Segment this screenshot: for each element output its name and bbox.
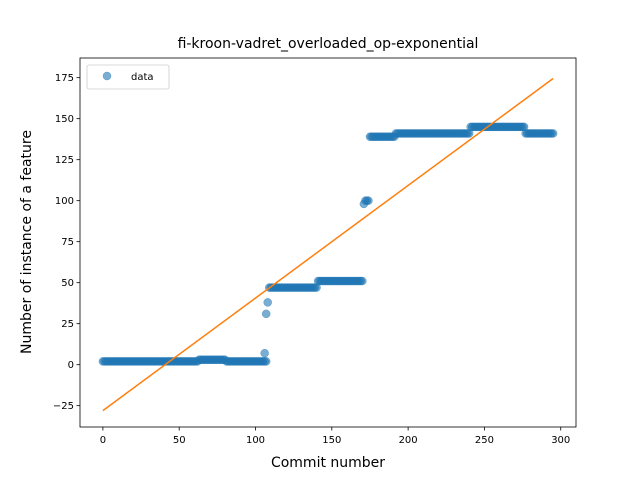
data-point <box>261 357 271 366</box>
x-tick-label: 300 <box>551 435 570 446</box>
legend-label-data: data <box>131 72 154 83</box>
legend-marker-data <box>102 71 112 81</box>
y-tick-label: 25 <box>61 319 74 330</box>
x-axis-label: Commit number <box>271 455 385 471</box>
x-tick-label: 250 <box>475 435 494 446</box>
data-point <box>261 309 271 319</box>
y-tick-label: 100 <box>55 196 74 207</box>
data-point <box>364 196 373 205</box>
x-tick-label: 100 <box>246 435 265 446</box>
y-tick-label: 175 <box>55 73 74 84</box>
x-tick-label: 50 <box>173 435 186 446</box>
data-point <box>263 298 272 307</box>
y-tick-label: 75 <box>61 237 74 248</box>
y-tick-label: −25 <box>53 401 74 412</box>
data-markers-group <box>98 77 558 412</box>
data-point <box>548 129 558 138</box>
data-point <box>260 348 269 358</box>
legend-box <box>86 64 170 90</box>
y-tick-label: 0 <box>68 360 74 371</box>
plot-area: 0 50 100 150 200 250 300 −25 0 25 50 75 100 125 150 175… <box>53 57 577 446</box>
plot-frame <box>79 57 577 428</box>
x-tick-label: 150 <box>322 435 341 446</box>
y-tick-label: 125 <box>55 155 74 166</box>
y-axis-label: Number of instance of a feature <box>19 130 35 354</box>
data-point <box>358 276 367 286</box>
y-tick-label: 50 <box>61 278 74 289</box>
chart-title: fi-kroon-vadret_overloaded_op-exponentia… <box>178 36 479 52</box>
x-tick-label: 0 <box>100 435 106 446</box>
fit-line <box>102 77 554 412</box>
y-tick-label: 150 <box>55 114 74 125</box>
x-tick-label: 200 <box>399 435 418 446</box>
